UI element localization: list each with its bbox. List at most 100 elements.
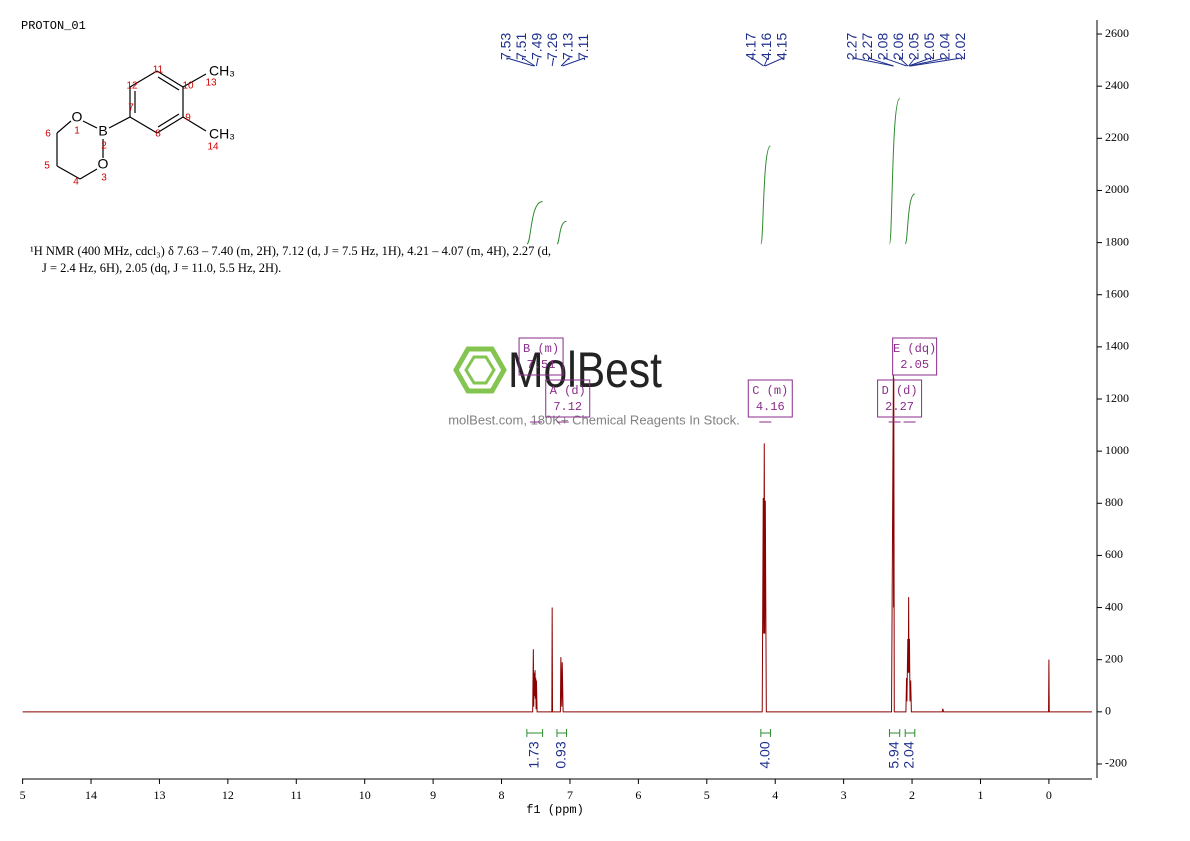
integral-curve (888, 97, 901, 245)
peak-label: 4.16 (758, 33, 774, 60)
peak-label: 4.17 (743, 33, 759, 60)
chart-title: PROTON_01 (21, 19, 86, 33)
peak-leader (551, 57, 554, 67)
peak-label: 7.13 (560, 33, 576, 60)
atom-number: 6 (45, 129, 51, 140)
bond (156, 116, 184, 134)
y-tick-label: 800 (1105, 495, 1123, 509)
tagline: molBest.com, 180K+ Chemical Reagents In … (448, 412, 740, 427)
peak-label: 2.06 (890, 33, 906, 60)
peak-label: 2.08 (875, 33, 891, 60)
y-tick-label: 2200 (1105, 130, 1129, 144)
atom-number: 10 (182, 81, 194, 92)
peak-leader (908, 57, 931, 67)
peak-leader (764, 57, 784, 67)
integral-label: 0.93 (552, 741, 568, 768)
annotation: J = 2.4 Hz, 6H), 2.05 (dq, J = 11.0, 5.5… (42, 261, 281, 275)
x-tick-label: 8 (499, 788, 505, 802)
peak-label: 2.05 (921, 33, 937, 60)
integral-label: 5.94 (885, 741, 901, 768)
bond (79, 168, 98, 180)
atom-number: 4 (73, 177, 79, 188)
peak-leader (751, 57, 764, 67)
multiplet-shift: 4.16 (756, 400, 785, 414)
x-tick-label: 10 (359, 788, 371, 802)
bond (56, 165, 81, 180)
multiplet-box (892, 337, 938, 376)
x-tick-label: 5 (704, 788, 710, 802)
bond (157, 113, 180, 128)
peak-leader (522, 57, 536, 67)
multiplet-shift: 7.51 (527, 358, 556, 372)
bond (129, 116, 158, 134)
annotation: ¹H NMR (400 MHz, cdcl₃) δ 7.63 – 7.40 (m… (30, 244, 551, 258)
peak-label: 4.15 (774, 33, 790, 60)
atom-label: CH₃ (209, 63, 235, 79)
y-tick-label: 1400 (1105, 339, 1129, 353)
peak-label: 2.27 (859, 33, 875, 60)
multiplet-shift: 2.05 (900, 358, 929, 372)
multiplet-shift: 7.12 (553, 400, 582, 414)
x-tick-label: 3 (841, 788, 847, 802)
atom-number: 5 (44, 161, 50, 172)
peak-label: 2.04 (937, 33, 953, 60)
atom-label: CH₃ (209, 126, 235, 142)
bond (82, 120, 98, 129)
bond (108, 116, 131, 129)
y-tick-label: 400 (1105, 599, 1123, 613)
logo (453, 346, 507, 394)
multiplet-box (877, 379, 923, 418)
peak-label: 7.51 (513, 33, 529, 60)
atom-label: O (98, 156, 109, 172)
multiplet-shift: 2.27 (885, 400, 914, 414)
peak-leader (535, 57, 539, 67)
atom-number: 11 (153, 65, 164, 76)
bond (157, 76, 180, 91)
x-tick-label: 6 (635, 788, 641, 802)
bond (182, 116, 207, 132)
y-tick-label: 0 (1105, 704, 1111, 718)
y-tick-label: 200 (1105, 651, 1123, 665)
atom-number: 8 (155, 129, 161, 140)
bond (129, 70, 158, 88)
peak-leader (868, 57, 894, 67)
integral-curve (904, 193, 916, 245)
peak-label: 7.11 (575, 34, 591, 60)
structure (56, 70, 207, 180)
integral-curve (526, 201, 543, 245)
atom-number: 14 (207, 142, 219, 153)
peak-leader (560, 56, 570, 67)
integral-curve (760, 145, 771, 245)
bond (182, 73, 207, 88)
peak-leader (883, 57, 907, 67)
integral-bracket (556, 729, 568, 737)
peak-leader (852, 57, 894, 67)
y-tick-label: -200 (1105, 756, 1127, 770)
integral-label: 4.00 (756, 741, 772, 768)
x-tick-label: 2 (909, 788, 915, 802)
integral-bracket (904, 729, 916, 737)
brand: MolBest (508, 342, 662, 398)
integral-bracket (526, 729, 544, 737)
peak-leader (506, 57, 534, 67)
atom-number: 13 (205, 78, 217, 89)
atom-number: 7 (128, 103, 134, 114)
multiplet-label: E (dq) (893, 342, 936, 356)
atom-number: 1 (74, 126, 80, 137)
bond (156, 70, 184, 88)
x-tick-label: 14 (85, 788, 97, 802)
y-tick-label: 2000 (1105, 182, 1129, 196)
atom-number: 3 (101, 173, 107, 184)
multiplet-label: A (d) (550, 384, 586, 398)
x-tick-label: 4 (772, 788, 778, 802)
integral-label: 2.04 (901, 741, 917, 768)
atom-label: B (98, 123, 107, 139)
x-tick-label: 5 (20, 788, 26, 802)
integral-bracket (760, 729, 771, 737)
peak-label: 2.05 (906, 33, 922, 60)
x-tick-label: 0 (1046, 788, 1052, 802)
peak-leader (908, 56, 916, 67)
peak-leader (909, 57, 947, 67)
